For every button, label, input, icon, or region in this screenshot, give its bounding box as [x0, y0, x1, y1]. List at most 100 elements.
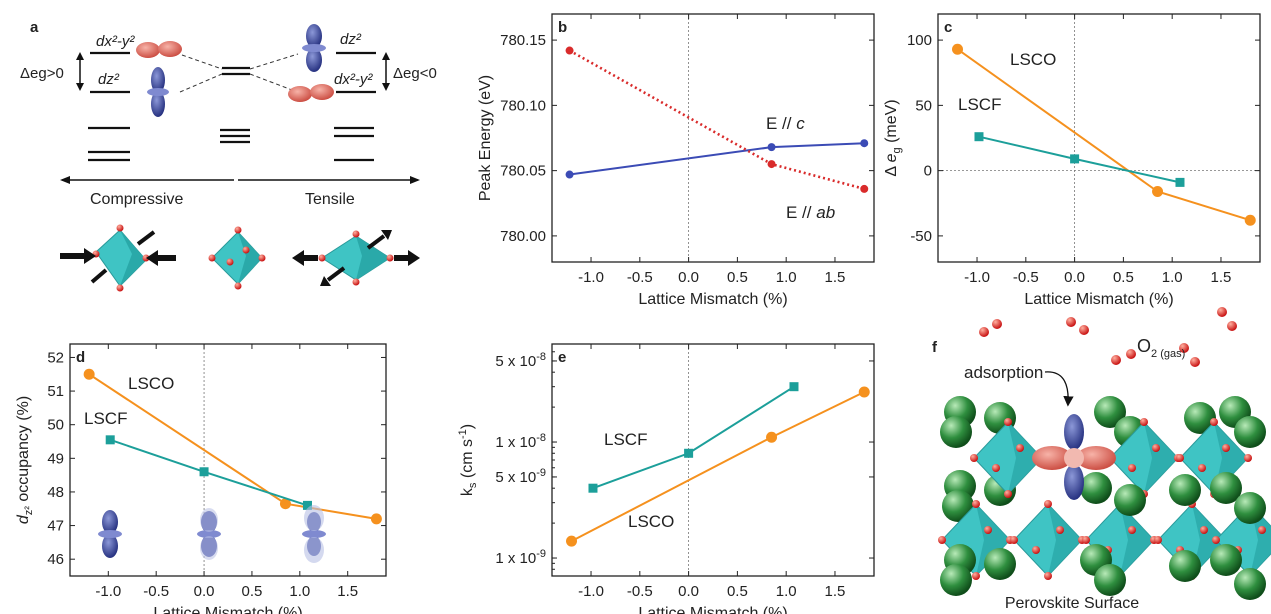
data-point-c-0 [1152, 186, 1164, 198]
y-tick-label-e: 5 x 10-9 [495, 467, 546, 486]
x-axis-label-e: Lattice Mismatch (%) [638, 605, 787, 614]
x-tick-label-b: -0.5 [627, 269, 653, 286]
oxygen-atom-icon [1056, 526, 1064, 534]
oxygen-atom-icon [1210, 418, 1218, 426]
series-line-c-1 [978, 135, 1181, 184]
oxygen-atom-icon [1222, 444, 1230, 452]
oxygen-atom-icon [1200, 526, 1208, 534]
series-label-e-lsco: LSCO [628, 512, 674, 531]
a-site-sphere-icon [940, 564, 972, 596]
label-tensile: Tensile [305, 191, 355, 208]
series-label-c-lscf: LSCF [958, 95, 1001, 114]
y-tick-label-b: 780.00 [500, 228, 546, 245]
a-site-sphere-icon [1234, 416, 1266, 448]
orbital-d-compressive-icon [98, 510, 122, 558]
x-tick-label-b: 1.5 [825, 269, 846, 286]
data-point-e-1 [789, 382, 799, 392]
y-axis-label-c: Δ eg (meV) [883, 99, 903, 176]
data-point-b-0 [565, 170, 574, 179]
a-site-sphere-icon [1094, 396, 1126, 428]
panel-label-f: f [932, 339, 938, 356]
data-point-c-0 [1244, 214, 1256, 226]
oxygen-atom-icon [1004, 418, 1012, 426]
y-tick-label-d: 47 [47, 518, 64, 535]
a-site-sphere-icon [1210, 544, 1242, 576]
oxygen-atom-icon [1258, 526, 1266, 534]
y-axis-label-e: ks (cm s-1) [457, 424, 479, 496]
oxygen-atom-icon [1244, 454, 1252, 462]
oxygen-atom-icon [1032, 546, 1040, 554]
oxygen-atom-icon [972, 500, 980, 508]
octahedron-shade [1144, 422, 1178, 494]
oxygen-atom-icon [972, 572, 980, 580]
data-point-d-1 [105, 435, 115, 445]
orbital-dxy-right-icon [288, 84, 334, 102]
series-label-d-lscf: LSCF [84, 409, 127, 428]
panel-label-d: d [76, 349, 85, 366]
octahedron-unstrained-icon [208, 226, 266, 290]
x-tick-label-d: 0.5 [242, 583, 263, 600]
x-tick-label-e: 1.5 [825, 583, 846, 600]
oxygen-atom-icon [1212, 536, 1220, 544]
data-point-b-1 [565, 46, 574, 55]
octahedron-tensile-icon [292, 230, 420, 286]
octahedron-shade [1120, 504, 1154, 576]
data-point-b-0 [767, 143, 776, 152]
data-point-e-0 [858, 386, 870, 398]
x-tick-label-c: 1.0 [1162, 269, 1183, 286]
y-tick-label-d: 48 [47, 484, 64, 501]
oxygen-atom-icon [1082, 536, 1090, 544]
x-tick-label-d: 1.5 [337, 583, 358, 600]
label-compressive: Compressive [90, 191, 183, 208]
panel-label-e: e [558, 349, 566, 366]
x-tick-label-e: 0.0 [678, 583, 699, 600]
oxygen-atom-icon [970, 454, 978, 462]
chart-e: e -1.0 -0.5 0.0 0.5 1.0 1.5 Lattice Mismatch (%… [457, 343, 875, 614]
series-label-c-lsco: LSCO [1010, 50, 1056, 69]
data-point-c-0 [952, 43, 964, 55]
oxygen-atom-icon [1010, 536, 1018, 544]
x-tick-label-d: 1.0 [289, 583, 310, 600]
series-label-e-lscf: LSCF [604, 430, 647, 449]
x-tick-label-b: 0.0 [678, 269, 699, 286]
label-gap-right: Δeg<0 [393, 65, 437, 82]
a-site-sphere-icon [1234, 568, 1266, 600]
orbital-dxy-left-icon [136, 41, 182, 58]
y-axis-label-b: Peak Energy (eV) [477, 75, 494, 201]
oxygen-atom-icon [1128, 526, 1136, 534]
gap-arrow-left-heads [76, 52, 84, 91]
y-tick-label-b: 780.05 [500, 163, 546, 180]
x-tick-label-b: -1.0 [578, 269, 604, 286]
series-line-d-1 [109, 438, 308, 507]
oxygen-atom-icon [1044, 572, 1052, 580]
y-axis-label-d: dz² occupancy (%) [15, 396, 35, 524]
y-tick-label-d: 49 [47, 450, 64, 467]
y-tick-label-d: 51 [47, 383, 64, 400]
data-point-c-1 [1175, 177, 1185, 187]
y-tick-label-e: 5 x 10-8 [495, 351, 546, 370]
oxygen-atom-icon [938, 536, 946, 544]
series-line-b-0 [569, 142, 865, 176]
panel-label-c: c [944, 19, 952, 36]
octahedron-compressive-icon [60, 224, 176, 292]
octahedron-shade [1192, 504, 1226, 576]
x-tick-label-e: -1.0 [578, 583, 604, 600]
y-tick-label-e: 1 x 10-9 [495, 548, 546, 567]
y-tick-label-d: 52 [47, 349, 64, 366]
data-point-d-0 [279, 498, 291, 510]
y-tick-label-e: 1 x 10-8 [495, 432, 546, 451]
series-line-c-0 [956, 48, 1251, 222]
y-tick-label-c: 0 [924, 163, 932, 180]
data-point-e-1 [588, 483, 598, 493]
plot-frame-c [937, 13, 1261, 263]
level-connectors [179, 53, 299, 93]
data-point-d-1 [302, 500, 312, 510]
a-site-sphere-icon [1094, 564, 1126, 596]
x-tick-label-e: 1.0 [776, 583, 797, 600]
panel-a: a dx²-y² dz² Δeg>0 dz² dx²- [20, 19, 437, 292]
plot-frame-b [551, 13, 875, 263]
data-point-e-1 [684, 448, 694, 458]
a-site-sphere-icon [940, 416, 972, 448]
octahedron-shade [1008, 422, 1042, 494]
data-point-c-1 [1070, 154, 1080, 164]
